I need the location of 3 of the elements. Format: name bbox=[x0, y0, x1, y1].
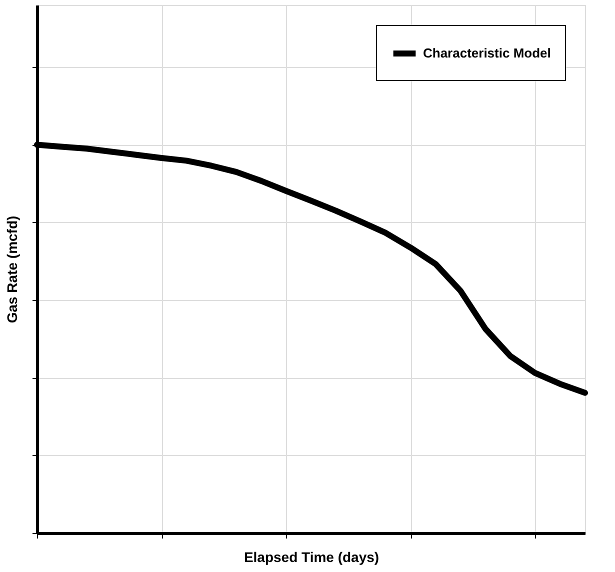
y-axis-title: Gas Rate (mcfd) bbox=[4, 216, 20, 324]
legend-label: Characteristic Model bbox=[423, 46, 551, 60]
x-axis-title: Elapsed Time (days) bbox=[244, 549, 380, 565]
